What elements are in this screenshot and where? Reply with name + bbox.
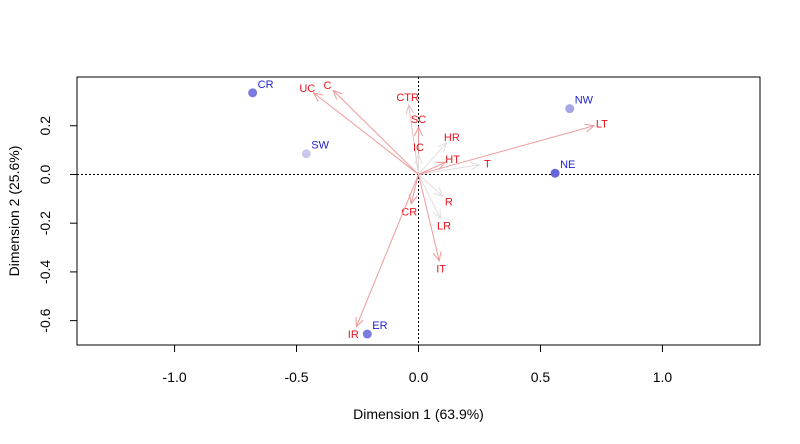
arrow-c bbox=[333, 90, 419, 175]
arrow-label-ht: HT bbox=[445, 154, 460, 166]
arrow-t bbox=[418, 165, 480, 175]
arrow-label-c: C bbox=[323, 80, 331, 92]
variable-arrows: C UC CTR SC HR IC HT T LT R CR LR IT IR bbox=[299, 80, 608, 341]
arrow-label-r: R bbox=[445, 197, 453, 209]
y-tick-label: -0.6 bbox=[37, 308, 53, 332]
arrow-ir bbox=[356, 174, 419, 326]
point-label-cr: CR bbox=[258, 79, 274, 91]
arrow-label-uc: UC bbox=[299, 83, 315, 95]
point-label-sw: SW bbox=[311, 140, 329, 152]
arrow-label-ctr: CTR bbox=[396, 92, 419, 104]
arrow-label-lr: LR bbox=[437, 220, 451, 232]
x-tick-label: 0.5 bbox=[531, 369, 551, 385]
x-tick-label: -1.0 bbox=[163, 369, 187, 385]
point-label-er: ER bbox=[372, 320, 387, 332]
point-label-nw: NW bbox=[575, 95, 594, 107]
arrow-ht bbox=[418, 162, 446, 175]
arrow-cr bbox=[411, 174, 419, 203]
arrow-it bbox=[418, 174, 440, 260]
arrow-label-ir: IR bbox=[348, 329, 359, 341]
point-ne bbox=[550, 168, 560, 178]
x-axis-title: Dimension 1 (63.9%) bbox=[353, 406, 484, 422]
arrow-label-lt: LT bbox=[596, 119, 608, 131]
arrow-label-sc: SC bbox=[411, 114, 426, 126]
arrow-uc bbox=[314, 93, 419, 175]
arrow-lr bbox=[418, 174, 441, 218]
arrow-r bbox=[418, 174, 443, 196]
x-tick-label: -0.5 bbox=[284, 369, 308, 385]
arrow-label-cr: CR bbox=[401, 206, 417, 218]
arrow-hr bbox=[418, 143, 447, 175]
arrow-label-ic: IC bbox=[413, 142, 424, 154]
y-tick-label: -0.2 bbox=[37, 211, 53, 235]
point-cr bbox=[248, 88, 258, 98]
y-axis: -0.6 -0.4 -0.2 0.0 0.2 bbox=[37, 116, 78, 333]
x-tick-label: 1.0 bbox=[653, 369, 673, 385]
point-label-ne: NE bbox=[560, 159, 575, 171]
y-axis-title: Dimension 2 (25.6%) bbox=[6, 146, 22, 277]
y-tick-label: 0.2 bbox=[37, 116, 53, 136]
y-tick-label: 0.0 bbox=[37, 165, 53, 185]
y-tick-label: -0.4 bbox=[37, 260, 53, 284]
point-er bbox=[362, 329, 372, 339]
arrow-label-t: T bbox=[484, 158, 491, 170]
point-nw bbox=[565, 104, 575, 114]
point-sw bbox=[301, 149, 311, 159]
arrow-label-hr: HR bbox=[444, 132, 460, 144]
arrow-label-it: IT bbox=[436, 264, 446, 276]
arrow-lt bbox=[418, 126, 595, 175]
x-axis: -1.0 -0.5 0.0 0.5 1.0 bbox=[163, 344, 673, 385]
x-tick-label: 0.0 bbox=[409, 369, 429, 385]
